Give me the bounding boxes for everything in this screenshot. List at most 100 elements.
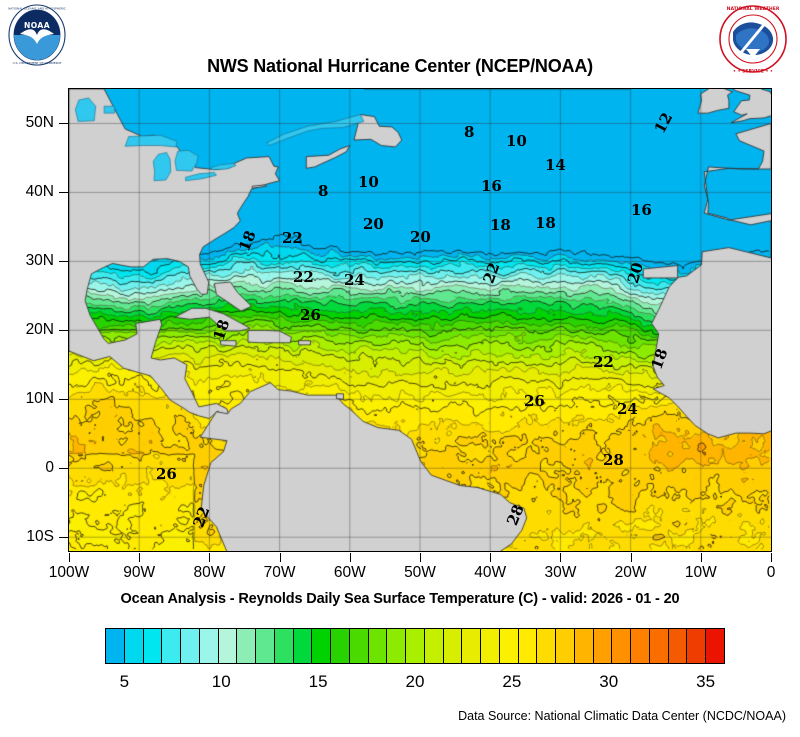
x-axis-tick	[139, 553, 141, 562]
contour-label: 20	[410, 228, 431, 246]
nws-logo: NATIONAL WEATHER • • SERVICE • •	[716, 2, 790, 76]
contour-label: 14	[545, 156, 566, 174]
x-axis-label: 100W	[48, 564, 90, 581]
x-axis-label: 80W	[193, 564, 226, 581]
colorbar-tick-label: 35	[696, 672, 716, 691]
x-axis-label: 90W	[123, 564, 156, 581]
y-axis-tick	[59, 399, 68, 401]
contour-label: 24	[617, 400, 638, 418]
y-axis-label: 40N	[25, 183, 54, 201]
x-axis-tick	[279, 553, 281, 562]
colorbar-cell	[612, 629, 631, 663]
colorbar-cell	[237, 629, 256, 663]
colorbar-cell	[631, 629, 650, 663]
colorbar-tick-label: 30	[599, 672, 619, 691]
contour-label: 8	[318, 182, 329, 200]
colorbar-tick-label: 25	[502, 672, 522, 691]
map-caption: Ocean Analysis - Reynolds Daily Sea Surf…	[120, 591, 680, 607]
x-axis-tick	[560, 553, 562, 562]
contour-label: 20	[363, 215, 384, 233]
colorbar-tick-label: 5	[119, 672, 130, 691]
contour-label: 28	[603, 451, 624, 469]
colorbar-cell	[387, 629, 406, 663]
colorbar-cell	[331, 629, 350, 663]
x-axis-tick	[490, 553, 492, 562]
colorbar-cell	[518, 629, 538, 663]
x-axis-tick	[420, 553, 421, 562]
noaa-logo: NOAA NATIONAL OCEANIC AND ATMOSPHERIC U.…	[6, 4, 68, 66]
colorbar-cell	[574, 629, 594, 663]
sst-heatmap-canvas	[69, 89, 771, 551]
y-axis-label: 10S	[26, 528, 54, 546]
colorbar-cell	[462, 629, 481, 663]
colorbar-cell	[424, 629, 444, 663]
y-axis-label: 50N	[25, 114, 54, 132]
colorbar-cell	[181, 629, 200, 663]
y-axis-label: 0	[45, 459, 54, 477]
contour-label: 10	[358, 173, 379, 191]
x-axis-tick	[771, 553, 772, 562]
contour-label: 22	[282, 229, 303, 247]
contour-label: 16	[631, 201, 652, 219]
colorbar-cell	[312, 629, 331, 663]
x-axis-label: 20W	[614, 564, 647, 581]
contour-label: 10	[506, 132, 527, 150]
colorbar-cell	[218, 629, 238, 663]
contour-label: 18	[535, 214, 556, 232]
contour-label: 16	[481, 177, 502, 195]
x-axis-tick	[209, 553, 211, 562]
colorbar-tick-label: 10	[211, 672, 231, 691]
y-axis-tick	[59, 192, 68, 194]
contour-label: 26	[300, 306, 321, 324]
colorbar-tick-label: 15	[308, 672, 328, 691]
y-axis-tick	[59, 537, 68, 539]
colorbar-cell	[406, 629, 425, 663]
x-axis-label: 10W	[684, 564, 717, 581]
colorbar-cell	[274, 629, 294, 663]
contour-label: 22	[293, 268, 314, 286]
colorbar-cell	[687, 629, 706, 663]
colorbar-cell	[537, 629, 556, 663]
colorbar-cell	[593, 629, 613, 663]
colorbar-cell	[556, 629, 575, 663]
x-axis-label: 50W	[404, 564, 436, 581]
colorbar-cell	[443, 629, 463, 663]
colorbar-cell	[143, 629, 163, 663]
contour-label: 26	[524, 392, 545, 410]
colorbar-cell	[124, 629, 144, 663]
page-title: NWS National Hurricane Center (NCEP/NOAA…	[207, 56, 593, 76]
colorbar-cell	[499, 629, 519, 663]
x-axis-tick	[349, 553, 351, 562]
contour-label: 22	[593, 353, 614, 371]
x-axis-tick	[69, 553, 70, 562]
svg-text:U.S. DEPARTMENT OF COMMERCE: U.S. DEPARTMENT OF COMMERCE	[13, 61, 62, 65]
x-axis-tick	[630, 553, 632, 562]
x-axis-label: 30W	[544, 564, 577, 581]
x-axis-tick	[700, 553, 702, 562]
colorbar-tick-label: 20	[405, 672, 425, 691]
x-axis-label: 40W	[474, 564, 507, 581]
contour-label: 18	[490, 216, 511, 234]
x-axis-label: 0	[766, 564, 776, 581]
y-axis-label: 20N	[25, 321, 54, 339]
colorbar-cell	[706, 629, 724, 663]
contour-label: 24	[344, 271, 365, 289]
data-source-note: Data Source: National Climatic Data Cent…	[458, 709, 786, 723]
colorbar-cell	[199, 629, 219, 663]
contour-label: 26	[156, 465, 177, 483]
contour-label: 8	[464, 123, 475, 141]
y-axis-label: 30N	[25, 252, 54, 270]
colorbar-cell	[256, 629, 275, 663]
colorbar-cell	[649, 629, 669, 663]
colorbar-cell	[668, 629, 688, 663]
x-axis-label: 60W	[333, 564, 366, 581]
svg-text:NATIONAL OCEANIC AND ATMOSPHER: NATIONAL OCEANIC AND ATMOSPHERIC	[8, 7, 66, 11]
y-axis-tick	[59, 330, 68, 332]
svg-text:NATIONAL WEATHER: NATIONAL WEATHER	[727, 6, 780, 12]
colorbar-cell	[106, 629, 125, 663]
colorbar-cell	[162, 629, 181, 663]
colorbar-cell	[481, 629, 500, 663]
svg-text:• • SERVICE • •: • • SERVICE • •	[733, 69, 773, 75]
x-axis-label: 70W	[263, 564, 296, 581]
colorbar-cell	[349, 629, 369, 663]
